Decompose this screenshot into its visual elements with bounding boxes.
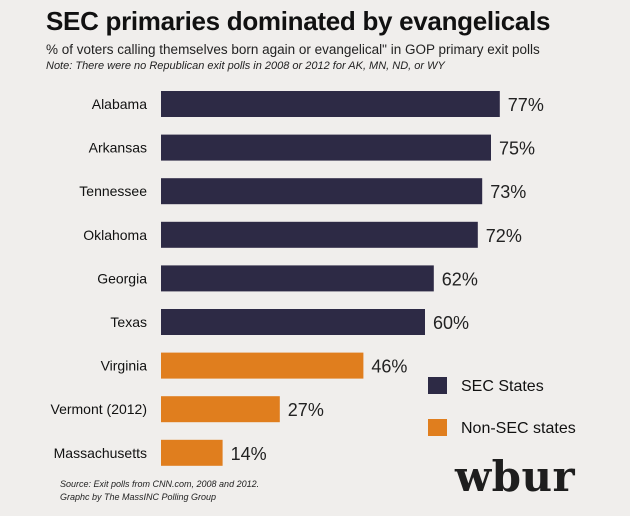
- source-line: Source: Exit polls from CNN.com, 2008 an…: [60, 479, 260, 489]
- bar-tennessee: [161, 178, 483, 205]
- bar-texas: [161, 309, 425, 335]
- value-label: 73%: [490, 182, 526, 202]
- wbur-logo: wbur: [455, 452, 576, 501]
- source-note: Source: Exit polls from CNN.com, 2008 an…: [60, 478, 259, 504]
- bar-georgia: [161, 265, 434, 292]
- chart-subtitle: % of voters calling themselves born agai…: [46, 42, 540, 57]
- credit-line: Graphc by The MassINC Polling Group: [60, 492, 217, 502]
- bar-vermont-2012: [161, 396, 280, 423]
- category-label: Arkansas: [89, 140, 147, 156]
- value-label: 27%: [288, 400, 324, 420]
- category-label: Oklahoma: [83, 227, 147, 243]
- bar-virginia: [161, 352, 364, 379]
- bar-arkansas: [161, 134, 491, 161]
- legend-label: SEC States: [461, 378, 544, 395]
- category-label: Virginia: [101, 358, 148, 374]
- bar-oklahoma: [161, 221, 478, 248]
- value-label: 72%: [486, 226, 522, 246]
- chart-title: SEC primaries dominated by evangelicals: [46, 6, 551, 36]
- bars-group: Alabama 77% Arkansas 75% Tennessee 73% Oklahom…: [51, 91, 544, 466]
- legend: SEC States Non-SEC states: [428, 377, 576, 437]
- value-label: 77%: [508, 95, 544, 115]
- bar-massachusetts: [161, 439, 223, 466]
- value-label: 46%: [371, 357, 407, 377]
- value-label: 14%: [231, 444, 267, 464]
- value-label: 75%: [499, 139, 535, 159]
- value-label: 62%: [442, 269, 478, 289]
- bar-alabama: [161, 91, 500, 117]
- legend-label: Non-SEC states: [461, 420, 576, 437]
- legend-swatch: [428, 419, 447, 436]
- category-label: Massachusetts: [54, 445, 147, 461]
- legend-swatch: [428, 377, 447, 394]
- value-label: 60%: [433, 313, 469, 333]
- category-label: Vermont (2012): [51, 401, 148, 417]
- chart-note: Note: There were no Republican exit poll…: [46, 60, 445, 72]
- category-label: Texas: [110, 314, 147, 330]
- category-label: Alabama: [92, 96, 147, 112]
- category-label: Georgia: [97, 270, 147, 286]
- category-label: Tennessee: [79, 183, 147, 199]
